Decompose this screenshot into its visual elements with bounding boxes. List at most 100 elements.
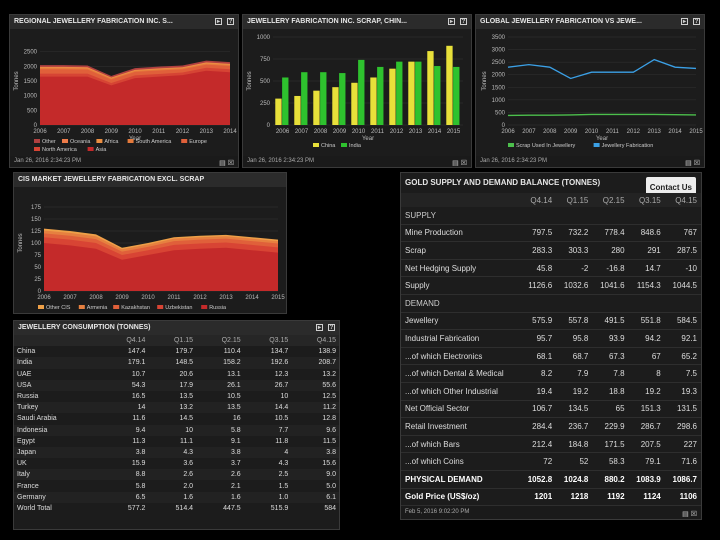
cell-value	[519, 207, 557, 225]
x-axis-label: Year	[596, 136, 608, 142]
cell-value: 1218	[556, 488, 593, 507]
x-tick-label: 2009	[105, 129, 119, 135]
column-header[interactable]: Q3.15	[628, 193, 665, 207]
pin-icon[interactable]: ▸	[215, 18, 222, 25]
y-tick-label: 250	[260, 101, 271, 107]
export-icons[interactable]: ▤ ☒	[685, 160, 700, 167]
export-icons[interactable]: ▤ ☒	[219, 160, 234, 167]
pin-icon[interactable]: ▸	[448, 18, 455, 25]
cell-value: 79.1	[628, 452, 665, 471]
row-label: France	[17, 482, 39, 490]
pin-icon[interactable]: ▸	[316, 324, 323, 331]
y-tick-label: 1500	[492, 85, 506, 91]
panel-title-bar: GLOBAL JEWELLERY FABRICATION VS JEWE... …	[476, 15, 704, 29]
y-tick-label: 500	[260, 79, 271, 85]
column-header[interactable]: Q2.15	[196, 335, 244, 347]
x-tick-label: 2008	[81, 129, 95, 135]
column-header[interactable]: Q2.15	[592, 193, 629, 207]
cell-value: 65.2	[664, 347, 701, 366]
table-row: USA 54.3 17.9 26.1 26.7 55.6	[14, 379, 339, 391]
bar-china	[446, 45, 453, 125]
cell-value: 1052.8	[519, 470, 557, 489]
timestamp: Feb 5, 2016 9:02:20 PM	[405, 509, 470, 515]
cell-value: 7.5	[664, 364, 701, 383]
help-icon[interactable]: ?	[693, 18, 700, 25]
help-icon[interactable]: ?	[227, 18, 234, 25]
row-label: DEMAND	[401, 294, 520, 313]
panel-footer: Jan 26, 2016 2:34:23 PM ▤ ☒	[243, 156, 471, 167]
cell-value	[592, 207, 629, 225]
table-row: ...of which Electronics 68.1 68.7 67.3 67 65.…	[401, 347, 701, 366]
x-tick-label: 2006	[501, 129, 515, 135]
cell-value: 15.9	[131, 460, 146, 468]
bar-india	[358, 59, 365, 125]
row-label: Germany	[14, 491, 101, 503]
legend-swatch	[127, 139, 134, 143]
cell-value: 7.8	[592, 364, 629, 383]
column-header[interactable]: Q4.15	[291, 335, 339, 347]
cell-value: 1044.5	[664, 276, 701, 295]
column-header[interactable]: Q4.14	[100, 335, 149, 347]
y-axis-label: Tonnes	[482, 71, 488, 90]
table-row: Turkey 14 13.2 13.5 14.4 11.2	[14, 402, 339, 414]
column-header[interactable]: Q3.15	[243, 335, 292, 347]
consumption-table: Q4.14 Q1.15 Q2.15 Q3.15 Q4.15 China 147.4 179.…	[14, 335, 339, 514]
cell-value: 138.9	[318, 348, 336, 356]
cell-value: 6.1	[291, 491, 339, 503]
cell-value: 72	[519, 452, 557, 471]
legend-entry: Uzbekistan	[165, 305, 192, 311]
y-tick-label: 75	[34, 253, 41, 259]
cell-value: 575.9	[519, 312, 557, 331]
legend-entry: China	[321, 143, 336, 149]
bar-china	[351, 82, 358, 125]
cell-value	[556, 294, 593, 313]
supply-demand-table: Q4.14 Q1.15 Q2.15 Q3.15 Q4.15 SUPPLY Mine Pro…	[401, 193, 701, 507]
line-series-jewellery-fabrication	[507, 58, 697, 80]
row-label: ...of which Electronics	[401, 347, 520, 366]
cell-value: 557.8	[556, 312, 593, 331]
cell-value: 94.2	[628, 329, 665, 348]
help-icon[interactable]: ?	[460, 18, 467, 25]
area-series-asia	[40, 70, 230, 125]
legend-swatch	[593, 143, 600, 147]
x-tick-label: 2006	[33, 129, 47, 135]
row-label: World Total	[17, 504, 52, 512]
pin-icon[interactable]: ▸	[681, 18, 688, 25]
cell-value: 14.7	[628, 259, 665, 278]
x-axis-label: Year	[129, 136, 141, 142]
cell-value: 3.8	[196, 446, 244, 459]
y-tick-label: 3000	[492, 48, 506, 54]
legend-entry: Asia	[96, 147, 108, 153]
cell-value: 45.8	[519, 259, 557, 278]
cell-value: 11.1	[179, 437, 194, 445]
row-label: Net Hedging Supply	[401, 259, 520, 278]
cell-value: 16.5	[131, 393, 146, 401]
x-tick-label: 2011	[152, 129, 166, 135]
legend-swatch	[78, 305, 85, 309]
table-row: Indonesia 9.4 10 5.8 7.7 9.6	[14, 424, 339, 436]
y-tick-label: 2500	[492, 60, 506, 66]
table-row: Industrial Fabrication 95.7 95.8 93.9 94.2 92…	[401, 329, 701, 348]
cell-value: 584	[324, 504, 336, 512]
bar-india	[301, 72, 308, 125]
cell-value	[519, 294, 557, 313]
column-header[interactable]: Q1.15	[148, 335, 197, 347]
cis-chart: 0 25 50 75 100 125 150 175 Tonnes 2006 2007 2008 200…	[14, 187, 286, 313]
supply-demand-panel: GOLD SUPPLY AND DEMAND BALANCE (TONNES) …	[400, 172, 702, 520]
cell-value: 16	[232, 415, 241, 423]
table-row: ...of which Dental & Medical 8.2 7.9 7.8 8 7.…	[401, 364, 701, 383]
x-tick-label: 2010	[128, 129, 142, 135]
help-icon[interactable]: ?	[328, 324, 335, 331]
column-header[interactable]: Q4.15	[664, 193, 701, 207]
column-header[interactable]: Q4.14	[519, 193, 557, 207]
cell-value: 9.1	[230, 437, 241, 445]
cell-value: 848.6	[628, 224, 665, 243]
contact-us-button[interactable]: Contact Us	[645, 177, 696, 193]
legend-entry: India	[349, 143, 362, 149]
export-icons[interactable]: ▤ ☒	[452, 160, 467, 167]
panel-footer: Jan 26, 2016 2:34:23 PM ▤ ☒	[10, 156, 238, 167]
cell-value: 179.1	[100, 357, 149, 369]
x-tick-label: 2009	[333, 129, 347, 135]
export-icons[interactable]: ▤ ☒	[682, 511, 697, 518]
column-header[interactable]: Q1.15	[556, 193, 593, 207]
